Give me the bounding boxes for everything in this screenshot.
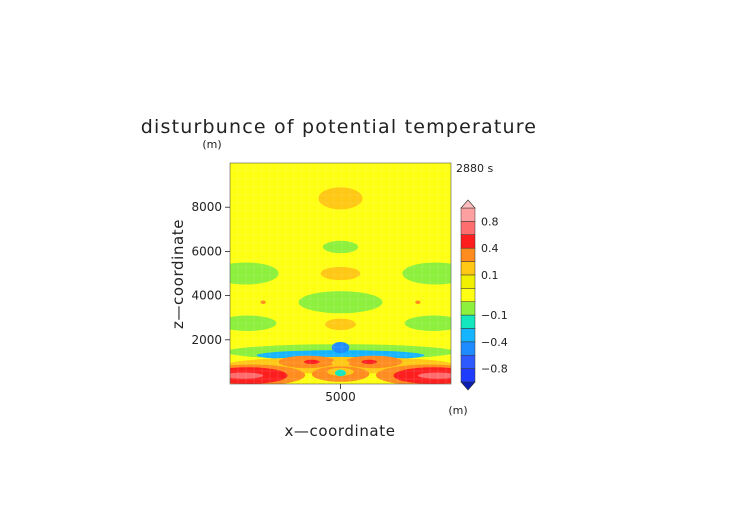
contour-region: [404, 315, 451, 331]
colorbar-label: −0.8: [481, 363, 508, 376]
colorbar-label: 0.1: [481, 269, 499, 282]
colorbar-label: 0.4: [481, 242, 499, 255]
colorbar-segment: [460, 288, 476, 302]
colorbar-segment: [460, 354, 476, 369]
colorbar-segment: [460, 341, 476, 356]
colorbar-segment: [460, 274, 476, 289]
colorbar-segment: [460, 314, 476, 329]
y-tick-label: 8000: [191, 200, 222, 214]
x-unit-label: (m): [448, 404, 467, 417]
contour-region: [402, 262, 451, 285]
colorbar-segment: [460, 221, 476, 236]
contour-region: [325, 318, 356, 331]
y-axis-label: z—coordinate: [169, 219, 187, 329]
contour-region: [260, 300, 266, 304]
colorbar-segment: [460, 234, 476, 249]
chart-title: disturbunce of potential temperature: [141, 116, 537, 138]
contour-region: [417, 372, 451, 379]
contour-region: [322, 240, 359, 254]
contour-region: [230, 372, 264, 379]
contour-region: [304, 359, 320, 365]
y-axis: 2000 4000 6000 8000: [191, 200, 230, 347]
colorbar-label: 0.8: [481, 215, 499, 228]
y-unit-label: (m): [202, 138, 221, 151]
contour-region: [230, 262, 279, 285]
contour-region: [320, 266, 361, 281]
contour-region: [331, 342, 350, 354]
colorbar-label: −0.4: [481, 336, 508, 349]
x-axis-label: x—coordinate: [284, 422, 395, 440]
x-axis: 5000: [325, 384, 356, 404]
x-tick-label: 5000: [325, 390, 356, 404]
contour-region: [415, 300, 421, 304]
colorbar-over-arrow: [460, 199, 476, 209]
contour-region: [331, 359, 350, 367]
contour-region: [361, 359, 377, 365]
contour-plot-area: [229, 162, 452, 385]
contour-region: [298, 291, 383, 314]
colorbar-under-arrow: [460, 381, 476, 391]
contour-region: [334, 369, 347, 377]
contour-region: [230, 315, 277, 331]
y-tick-label: 4000: [191, 289, 222, 303]
colorbar: 0.8 0.4 0.1 −0.1 −0.4 −0.8: [460, 199, 508, 391]
contour-region: [318, 187, 363, 210]
colorbar-label: −0.1: [481, 309, 508, 322]
y-tick-label: 6000: [191, 244, 222, 258]
colorbar-segment: [460, 301, 476, 316]
colorbar-segment: [460, 328, 476, 343]
colorbar-segment: [460, 368, 476, 383]
colorbar-segment: [460, 207, 476, 222]
y-tick-label: 2000: [191, 333, 222, 347]
colorbar-segment: [460, 261, 476, 276]
time-label: 2880 s: [456, 162, 493, 175]
colorbar-segment: [460, 247, 476, 262]
